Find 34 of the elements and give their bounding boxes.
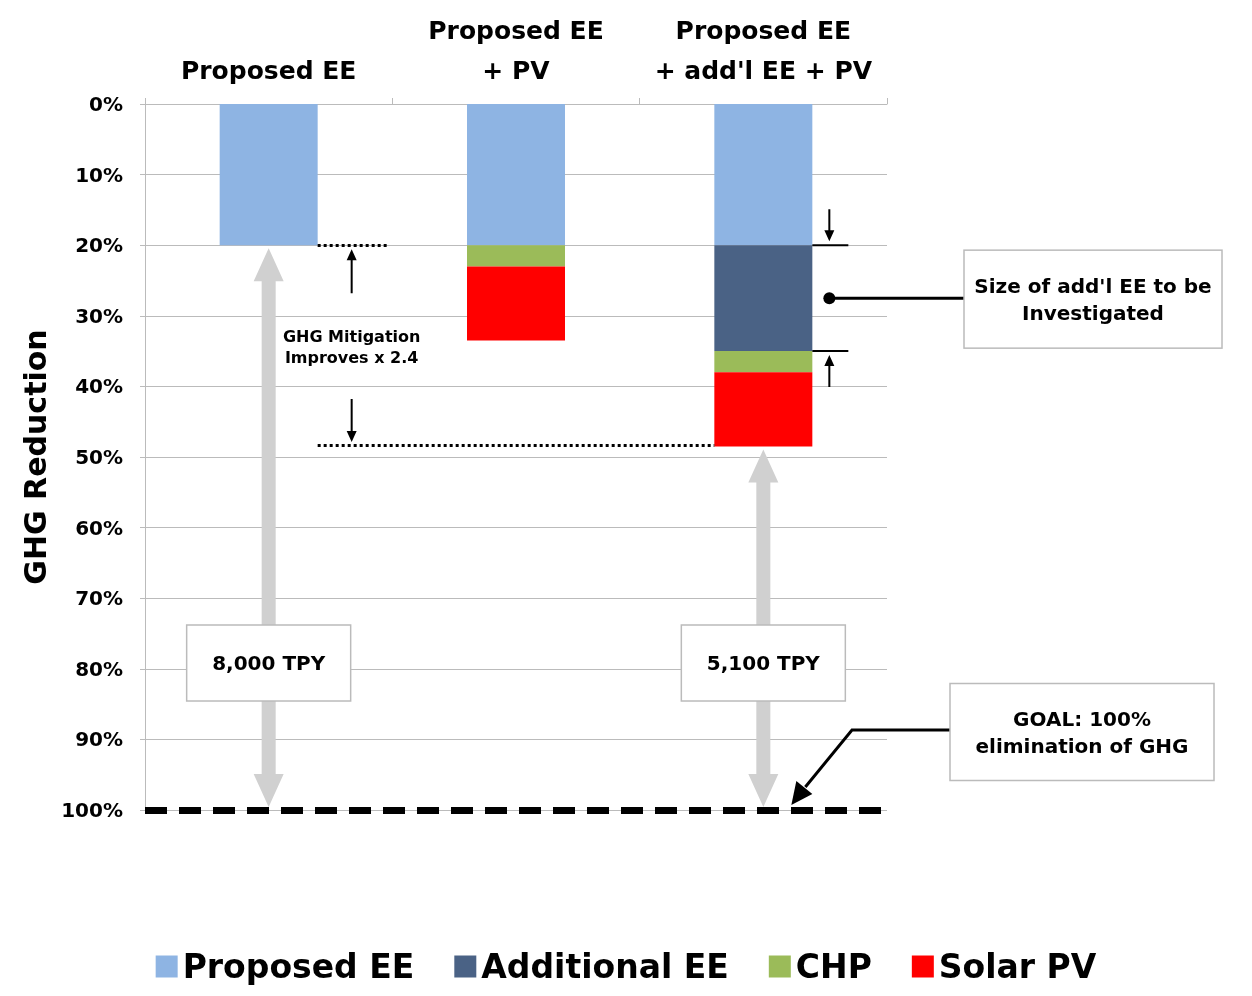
annotation: 8,000 TPY (212, 651, 326, 675)
y-tick-label: 100% (61, 798, 123, 822)
y-tick-label: 80% (75, 656, 123, 681)
bar (714, 245, 813, 352)
bar (714, 351, 813, 373)
legend-label: Proposed EE (182, 947, 415, 986)
y-tick-label: 90% (75, 727, 123, 752)
y-tick-label: 0% (89, 92, 123, 116)
y-tick-label: 50% (75, 445, 123, 469)
y-axis-title: GHG Reduction (17, 329, 53, 585)
bar (467, 245, 565, 267)
bar (714, 372, 813, 447)
bar (467, 266, 565, 341)
text-box: 8,000 TPY (185, 624, 352, 702)
y-tick-label: 20% (75, 233, 123, 258)
annotation: 5,100 TPY (706, 651, 821, 675)
y-tick-label: 30% (75, 303, 123, 328)
x-tick-label: Proposed EE + PV (428, 15, 604, 85)
text-box: 5,100 TPY (680, 624, 847, 702)
legend-label: CHP (795, 947, 872, 986)
bar (467, 104, 565, 246)
y-tick-label: 10% (75, 162, 123, 187)
legend-label: Additional EE (481, 947, 729, 986)
x-tick-label: Proposed EE (180, 55, 357, 85)
y-tick-label: 40% (75, 374, 123, 399)
y-tick-label: 70% (75, 586, 123, 611)
bar (714, 104, 813, 246)
text-box: GOAL: 100% elimination of GHG (949, 682, 1215, 782)
bar (219, 104, 318, 246)
x-tick-label: Proposed EE + add'l EE + PV (654, 15, 873, 85)
legend-label: Solar PV (938, 947, 1097, 986)
text-box: Size of add'l EE to be Investigated (963, 249, 1223, 349)
note-text: GHG Mitigation Improves x 2.4 (282, 326, 421, 368)
y-tick-label: 60% (75, 515, 123, 540)
